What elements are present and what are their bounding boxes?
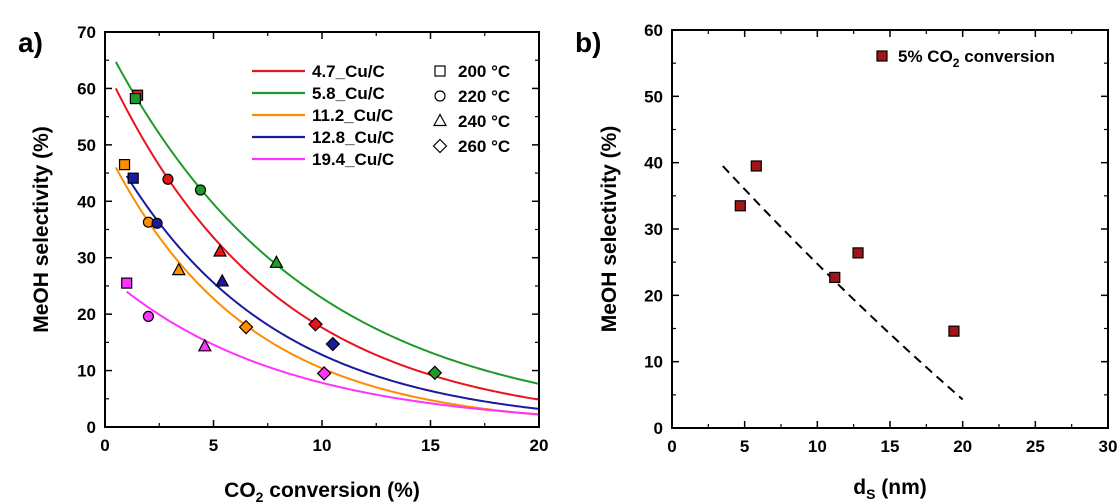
data-point-triangle <box>171 262 186 276</box>
legend-temperature-label: 260 °C <box>458 137 510 156</box>
x-tick-label: 15 <box>421 436 440 455</box>
panel-a-x-axis-label: CO2 conversion (%) <box>224 479 420 502</box>
legend-series-label: 19.4_Cu/C <box>312 150 394 169</box>
x-tick-label: 0 <box>667 437 676 456</box>
panel-a-data-points <box>118 89 443 381</box>
panel-b-x-axis-label-d: d <box>853 476 866 499</box>
panel-a-plot-frame <box>104 31 540 428</box>
data-point-square <box>118 159 131 171</box>
y-tick-label: 60 <box>77 79 96 98</box>
y-tick-label: 50 <box>644 87 663 106</box>
legend-marker-diamond <box>432 138 448 154</box>
y-tick-label: 0 <box>654 419 663 438</box>
data-point-square <box>121 277 133 289</box>
x-tick-label: 20 <box>953 437 972 456</box>
fit-curve-5 <box>126 290 540 416</box>
data-point-diamond <box>316 366 332 381</box>
panel-b-y-axis-label: MeOH selectivity (%) <box>598 126 621 333</box>
legend-series-label: 5% CO2 conversion <box>898 47 1055 70</box>
panel-a: a) 0 5 10 15 20 0 10 20 30 40 50 60 70 4.7_Cu/C 5.8_C… <box>18 23 548 502</box>
y-tick-label: 0 <box>87 418 96 437</box>
legend-marker-square <box>434 65 446 77</box>
y-tick-label: 30 <box>644 220 663 239</box>
panel-b-data-points <box>734 160 960 337</box>
panel-b-x-axis-label: dS (nm) <box>853 476 927 502</box>
panel-a-x-axis-label-rest: conversion (%) <box>263 479 419 502</box>
legend-text-part: conversion <box>959 47 1054 66</box>
data-point-triangle <box>215 273 230 287</box>
panel-b-label: b) <box>575 27 601 58</box>
fit-curve-2 <box>114 61 540 385</box>
legend-marker-triangle <box>432 113 448 127</box>
data-point-triangle <box>197 338 212 352</box>
y-tick-label: 10 <box>77 362 96 381</box>
legend-temperature-label: 240 °C <box>458 112 510 131</box>
x-tick-label: 5 <box>740 437 749 456</box>
y-tick-label: 10 <box>644 353 663 372</box>
panel-a-y-axis-label: MeOH selectivity (%) <box>30 126 53 333</box>
x-tick-label: 15 <box>881 437 900 456</box>
y-tick-label: 40 <box>644 154 663 173</box>
legend-series-label: 11.2_Cu/C <box>312 106 393 125</box>
panel-a-x-axis-label-co: CO <box>224 479 256 502</box>
fit-curve-3 <box>114 166 540 416</box>
legend-marker-square <box>876 50 888 62</box>
panel-a-x-axis-label-sub: 2 <box>256 489 264 502</box>
y-tick-label: 20 <box>77 305 96 324</box>
panel-b: b) 0 5 10 15 20 25 30 0 10 20 30 40 50 60 5% CO2 conv… <box>575 21 1117 502</box>
y-tick-label: 40 <box>77 192 96 211</box>
panel-b-ticks: 0 5 10 15 20 25 30 0 10 20 30 40 50 60 <box>644 21 1117 456</box>
y-tick-label: 60 <box>644 21 663 40</box>
panel-b-plot-frame <box>671 29 1109 429</box>
data-point-square <box>129 92 141 105</box>
panel-a-legend: 4.7_Cu/C 5.8_Cu/C 11.2_Cu/C 12.8_Cu/C 19.4_C… <box>252 62 510 169</box>
legend-temperature-label: 200 °C <box>458 62 510 81</box>
legend-series-label: 5.8_Cu/C <box>312 84 385 103</box>
data-point-square <box>829 271 841 284</box>
x-tick-label: 20 <box>530 436 549 455</box>
y-tick-label: 20 <box>644 286 663 305</box>
x-tick-label: 10 <box>808 437 827 456</box>
panel-b-x-axis-label-sub: S <box>866 486 875 502</box>
legend-text-sub: 2 <box>953 56 960 70</box>
data-point-circle <box>151 217 163 229</box>
data-point-triangle <box>269 255 284 268</box>
y-tick-label: 70 <box>77 23 96 42</box>
data-point-square <box>852 247 864 259</box>
fit-curve-1 <box>114 87 540 401</box>
x-tick-label: 25 <box>1026 437 1045 456</box>
panel-b-x-axis-label-unit: (nm) <box>875 476 926 499</box>
data-point-square <box>948 325 960 337</box>
panel-a-label: a) <box>18 27 43 58</box>
y-tick-label: 30 <box>77 249 96 268</box>
data-point-circle <box>194 184 207 196</box>
legend-marker-circle <box>434 90 446 102</box>
x-tick-label: 10 <box>313 436 332 455</box>
data-point-diamond <box>427 365 443 381</box>
data-point-square <box>734 200 746 212</box>
legend-text-part: 5% CO <box>898 47 953 66</box>
data-point-diamond <box>238 319 254 335</box>
data-point-square <box>127 172 139 184</box>
data-point-diamond <box>325 336 341 352</box>
data-point-diamond <box>308 316 323 332</box>
legend-series-label: 12.8_Cu/C <box>312 128 394 147</box>
panel-b-legend: 5% CO2 conversion <box>876 47 1055 70</box>
x-tick-label: 30 <box>1099 437 1118 456</box>
data-point-triangle <box>212 243 228 257</box>
fit-curve-4 <box>125 175 540 410</box>
x-tick-label: 0 <box>100 436 109 455</box>
data-point-circle <box>142 310 154 322</box>
y-tick-label: 50 <box>77 136 96 155</box>
legend-temperature-label: 220 °C <box>458 87 510 106</box>
panel-b-trend-line <box>722 165 964 401</box>
legend-series-label: 4.7_Cu/C <box>312 62 385 81</box>
data-point-circle <box>162 173 174 185</box>
panel-a-ticks: 0 5 10 15 20 0 10 20 30 40 50 60 70 <box>77 23 548 455</box>
x-tick-label: 5 <box>209 436 218 455</box>
data-point-square <box>750 160 762 172</box>
